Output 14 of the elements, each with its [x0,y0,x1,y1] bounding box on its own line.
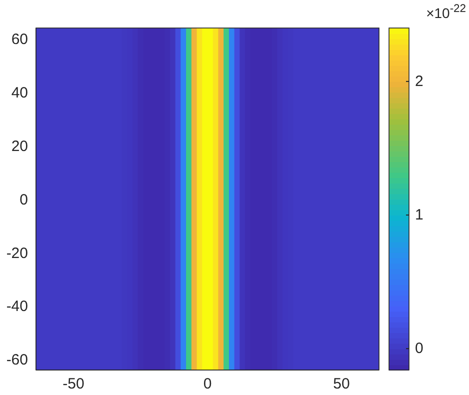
y-tick-label: 60 [11,31,28,48]
y-tick-label: 20 [11,138,28,155]
color-bar-title: ×10$^{-22}$ [426,3,466,21]
y-tick-label: 40 [11,84,28,102]
y-tick-label: -40 [6,298,28,316]
color-bar-label: 2 [415,72,424,90]
x-tick-label: -50 [62,376,84,393]
x-tick-label: 50 [333,376,350,393]
y-tick-label: -60 [6,352,28,369]
color-bar-label: 0 [415,340,424,358]
color-bar-label: 1 [415,206,424,224]
x-tick-label: 0 [203,376,212,393]
y-tick-label: 0 [20,191,28,208]
y-tick-label: -20 [6,244,28,262]
